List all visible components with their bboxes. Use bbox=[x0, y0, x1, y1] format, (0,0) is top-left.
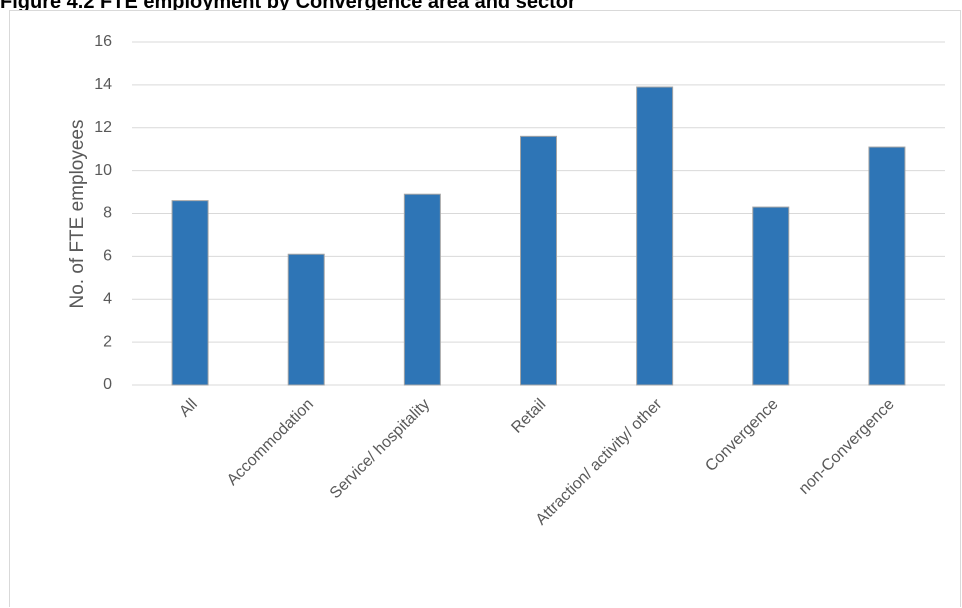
y-tick-label: 4 bbox=[103, 290, 112, 307]
x-tick-label: Attraction/ activity/ other bbox=[533, 395, 666, 528]
bar bbox=[636, 86, 674, 386]
bar bbox=[520, 135, 557, 386]
y-axis-title: No. of FTE employees bbox=[67, 119, 88, 308]
x-tick-labels: All Accommodation Service/ hospitality Reta… bbox=[176, 395, 898, 528]
bar bbox=[752, 206, 790, 386]
chart-frame bbox=[9, 10, 961, 607]
y-tick-label: 2 bbox=[103, 333, 112, 350]
y-tick-label: 0 bbox=[103, 376, 112, 393]
y-tick-label: 10 bbox=[94, 162, 112, 179]
x-tick-label: Retail bbox=[508, 396, 549, 437]
y-tick-label: 14 bbox=[94, 76, 112, 93]
y-tick-label: 8 bbox=[103, 205, 112, 222]
bar bbox=[287, 253, 325, 386]
x-tick-label: non-Convergence bbox=[796, 396, 898, 498]
bar bbox=[868, 146, 906, 386]
y-tick-label: 12 bbox=[94, 119, 112, 136]
x-tick-label: Accommodation bbox=[224, 396, 317, 489]
y-tick-labels: 0 2 4 6 8 10 12 14 16 bbox=[94, 33, 112, 393]
figure-title: Figure 4.2 FTE employment by Convergence… bbox=[0, 0, 576, 13]
bars bbox=[171, 86, 906, 386]
bar bbox=[171, 200, 209, 386]
y-tick-label: 6 bbox=[103, 248, 112, 265]
x-tick-label: Convergence bbox=[702, 396, 781, 475]
x-tick-label: Service/ hospitality bbox=[327, 396, 433, 502]
y-tick-label: 16 bbox=[94, 33, 112, 50]
x-tick-label: All bbox=[176, 396, 201, 421]
bar bbox=[403, 193, 441, 386]
